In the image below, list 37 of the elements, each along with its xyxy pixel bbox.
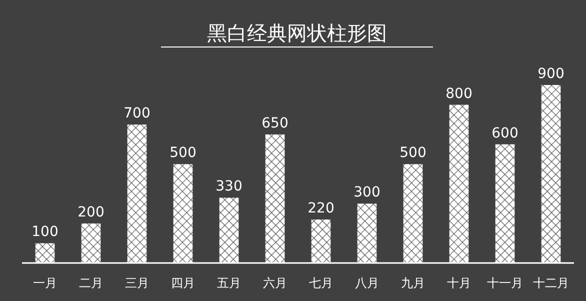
bar (173, 164, 193, 263)
bar (495, 144, 515, 263)
bar (311, 219, 331, 263)
bar (357, 204, 377, 263)
x-tick-label: 八月 (355, 276, 379, 290)
chart-title: 黑白经典网状柱形图 (207, 21, 387, 45)
data-label: 650 (262, 115, 288, 132)
data-label: 800 (446, 86, 472, 102)
x-tick-label: 四月 (171, 276, 195, 290)
bar (81, 223, 101, 263)
bar (127, 124, 147, 263)
x-tick-label: 十二月 (533, 276, 569, 290)
x-tick-label: 三月 (125, 276, 149, 290)
data-label: 300 (354, 184, 380, 201)
data-label: 600 (492, 125, 518, 142)
data-label: 900 (538, 66, 564, 82)
x-tick-label: 十一月 (487, 276, 523, 290)
bar (449, 104, 469, 263)
x-tick-label: 六月 (263, 276, 287, 290)
bar (219, 198, 239, 263)
x-tick-label: 十月 (447, 276, 471, 290)
bar (35, 243, 55, 263)
bar (541, 85, 561, 263)
x-tick-label: 一月 (33, 276, 57, 290)
x-tick-label: 二月 (79, 276, 103, 290)
data-label: 100 (32, 224, 58, 240)
x-tick-label: 七月 (309, 276, 333, 290)
data-label: 330 (216, 178, 242, 195)
data-label: 220 (308, 200, 334, 216)
bar (403, 164, 423, 263)
data-label: 500 (170, 145, 196, 162)
x-tick-label: 九月 (401, 276, 425, 290)
bar (265, 134, 285, 263)
data-label: 700 (124, 106, 150, 122)
data-label: 200 (78, 204, 104, 220)
data-label: 500 (400, 145, 426, 162)
x-tick-label: 五月 (217, 276, 241, 290)
